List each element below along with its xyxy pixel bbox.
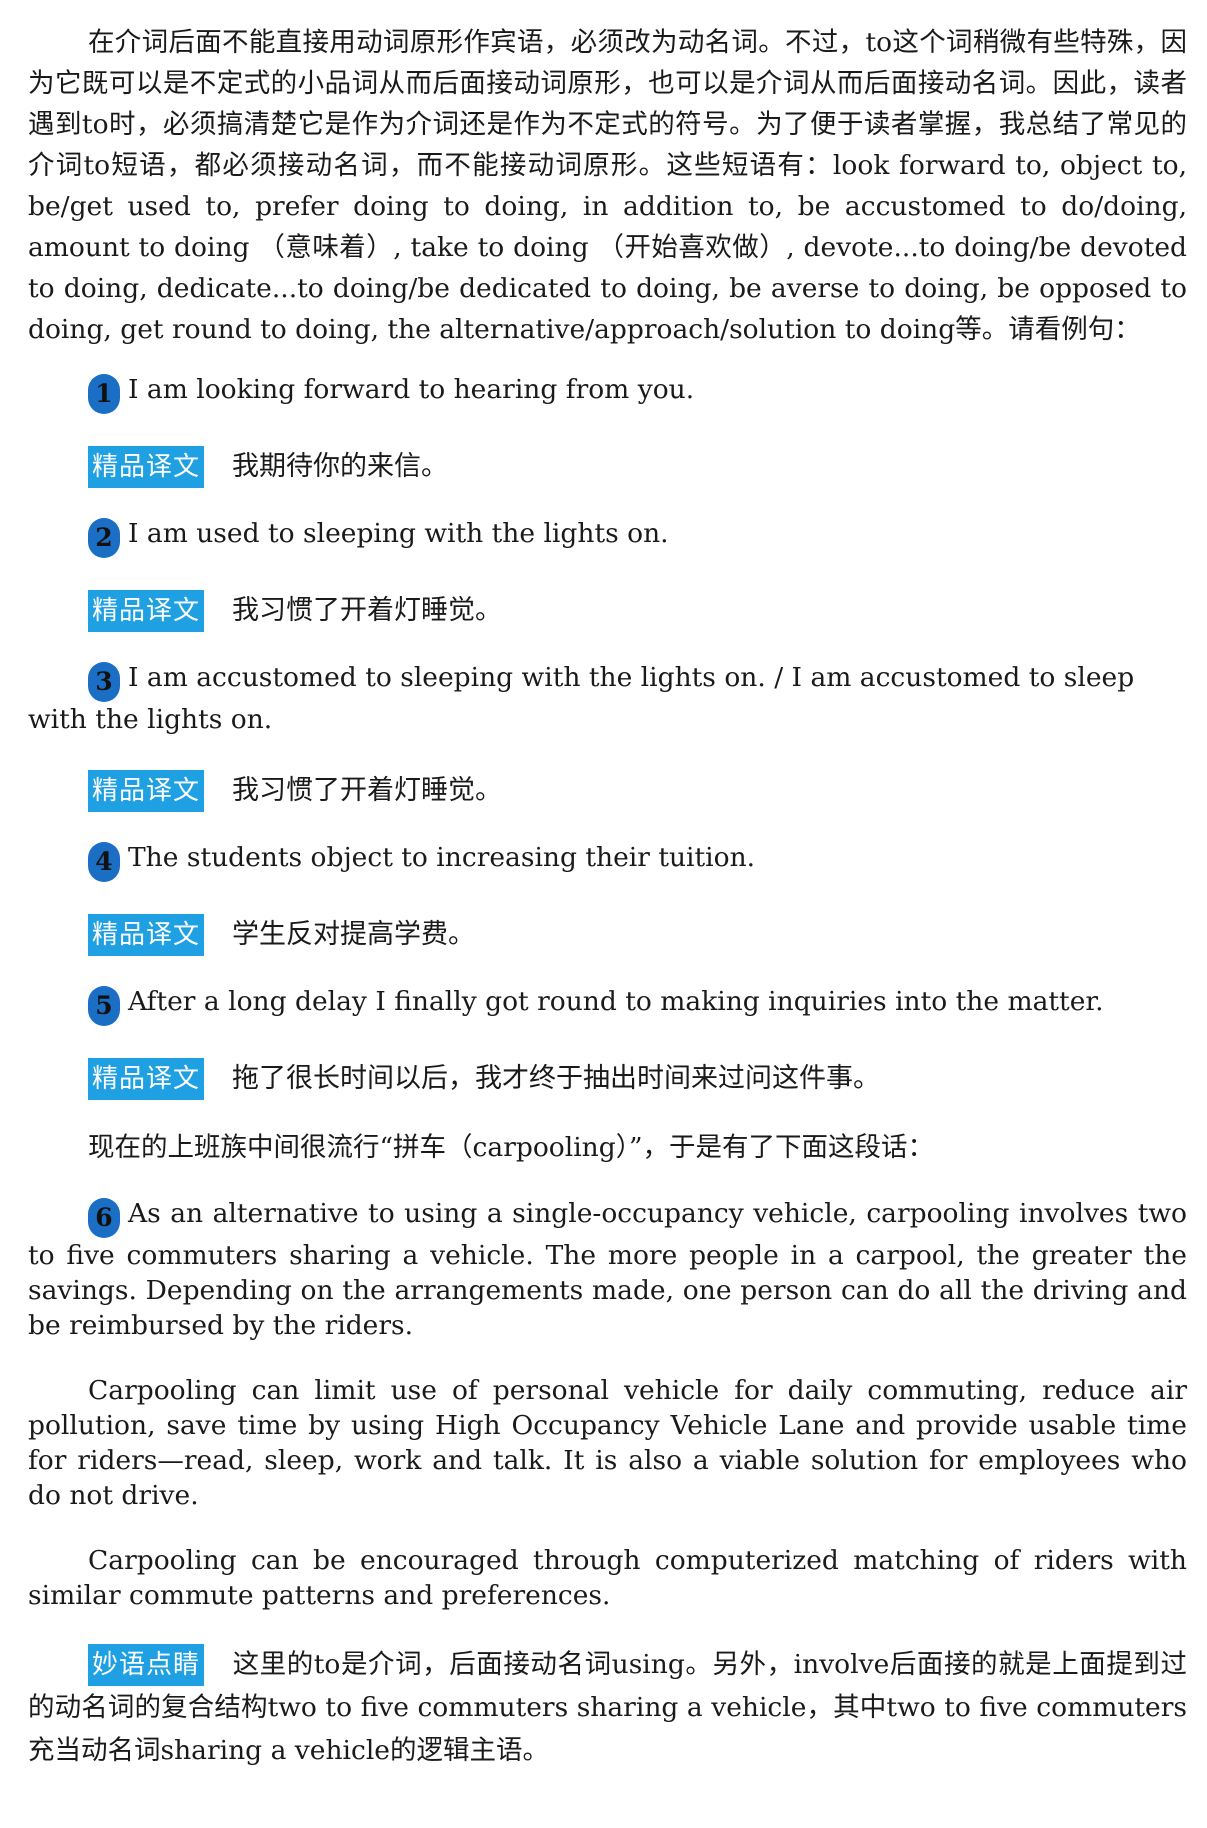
- intro-paragraph: 在介词后面不能直接用动词原形作宾语，必须改为动名词。不过，to这个词稍微有些特殊…: [28, 27, 1187, 345]
- translation-4: 精品译文 学生反对提高学费。: [88, 914, 1187, 956]
- example-text: As an alternative to using a single-occu…: [28, 1198, 1187, 1341]
- translation-text: 学生反对提高学费。: [232, 919, 476, 950]
- note-text: 这里的to是介词，后面接动名词using。另外，involve后面接的就是上面提…: [28, 1649, 1187, 1766]
- example-text: I am accustomed to sleeping with the lig…: [28, 662, 1135, 735]
- translation-tag: 精品译文: [88, 914, 205, 956]
- translation-2: 精品译文 我习惯了开着灯睡觉。: [88, 590, 1187, 632]
- example-text: The students object to increasing their …: [128, 842, 756, 873]
- example-number-badge: 6: [88, 1198, 120, 1238]
- translation-text: 我习惯了开着灯睡觉。: [232, 775, 503, 806]
- carpool-paragraph-3: Carpooling can be encouraged through com…: [28, 1545, 1187, 1611]
- translation-tag: 精品译文: [88, 770, 205, 812]
- example-number-badge: 2: [88, 518, 120, 558]
- example-paragraph-6: 6 As an alternative to using a single-occ…: [28, 1196, 1187, 1343]
- note-paragraph: 妙语点睛 这里的to是介词，后面接动名词using。另外，involve后面接的就…: [28, 1643, 1187, 1772]
- translation-3: 精品译文 我习惯了开着灯睡觉。: [88, 770, 1187, 812]
- example-sentence-5: 5 After a long delay I finally got round …: [28, 984, 1187, 1026]
- carpool-intro: 现在的上班族中间很流行“拼车（carpooling）”，于是有了下面这段话：: [88, 1132, 935, 1163]
- example-text: I am looking forward to hearing from you…: [128, 374, 695, 405]
- translation-5: 精品译文 拖了很长时间以后，我才终于抽出时间来过问这件事。: [88, 1058, 1187, 1100]
- translation-tag: 精品译文: [88, 590, 205, 632]
- translation-text: 拖了很长时间以后，我才终于抽出时间来过问这件事。: [232, 1063, 881, 1094]
- example-number-badge: 1: [88, 374, 120, 414]
- example-text: I am used to sleeping with the lights on…: [128, 518, 669, 549]
- example-sentence-2: 2 I am used to sleeping with the lights o…: [28, 516, 1187, 558]
- example-number-badge: 4: [88, 842, 120, 882]
- example-number-badge: 3: [88, 662, 120, 702]
- example-sentence-1: 1 I am looking forward to hearing from yo…: [28, 372, 1187, 414]
- translation-tag: 精品译文: [88, 446, 205, 488]
- translation-text: 我习惯了开着灯睡觉。: [232, 595, 503, 626]
- example-number-badge: 5: [88, 986, 120, 1026]
- carpool-paragraph-2: Carpooling can limit use of personal veh…: [28, 1375, 1187, 1511]
- example-text: After a long delay I finally got round t…: [128, 986, 1104, 1017]
- translation-1: 精品译文 我期待你的来信。: [88, 446, 1187, 488]
- translation-tag: 精品译文: [88, 1058, 205, 1100]
- translation-text: 我期待你的来信。: [232, 451, 449, 482]
- example-sentence-4: 4 The students object to increasing their…: [28, 840, 1187, 882]
- note-tag: 妙语点睛: [88, 1644, 205, 1686]
